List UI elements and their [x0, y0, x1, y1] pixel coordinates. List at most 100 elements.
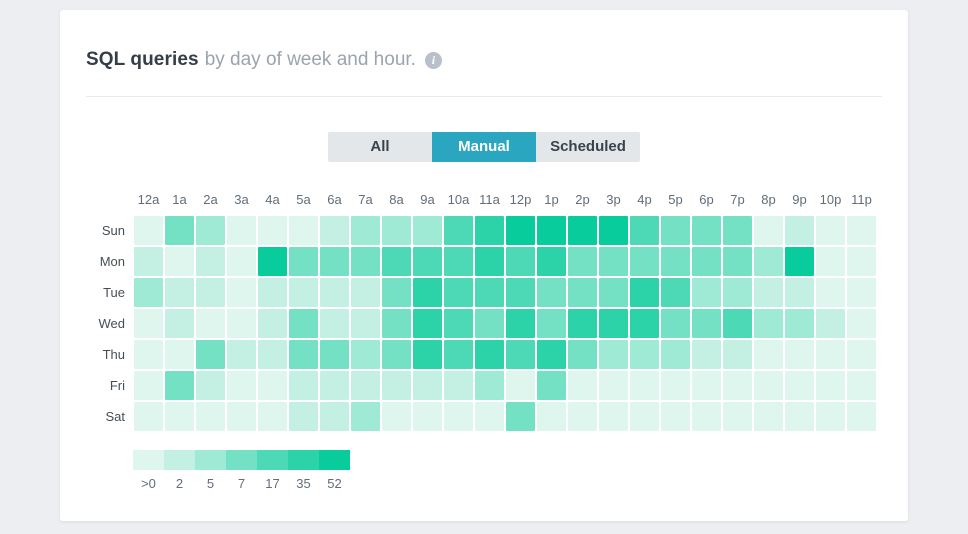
heatmap-cell[interactable]: [258, 309, 287, 338]
heatmap-cell[interactable]: [723, 371, 752, 400]
heatmap-cell[interactable]: [599, 309, 628, 338]
heatmap-cell[interactable]: [723, 247, 752, 276]
heatmap-cell[interactable]: [537, 278, 566, 307]
heatmap-cell[interactable]: [506, 216, 535, 245]
heatmap-cell[interactable]: [661, 340, 690, 369]
heatmap-cell[interactable]: [785, 309, 814, 338]
heatmap-cell[interactable]: [413, 247, 442, 276]
heatmap-cell[interactable]: [537, 340, 566, 369]
heatmap-cell[interactable]: [165, 402, 194, 431]
heatmap-cell[interactable]: [444, 278, 473, 307]
heatmap-cell[interactable]: [537, 402, 566, 431]
heatmap-cell[interactable]: [661, 247, 690, 276]
heatmap-cell[interactable]: [568, 340, 597, 369]
heatmap-cell[interactable]: [444, 371, 473, 400]
heatmap-cell[interactable]: [134, 247, 163, 276]
heatmap-cell[interactable]: [165, 371, 194, 400]
heatmap-cell[interactable]: [537, 216, 566, 245]
heatmap-cell[interactable]: [754, 278, 783, 307]
heatmap-cell[interactable]: [630, 216, 659, 245]
heatmap-cell[interactable]: [165, 278, 194, 307]
heatmap-cell[interactable]: [289, 216, 318, 245]
tab-scheduled[interactable]: Scheduled: [550, 138, 626, 155]
heatmap-cell[interactable]: [382, 371, 411, 400]
heatmap-cell[interactable]: [816, 278, 845, 307]
heatmap-cell[interactable]: [816, 216, 845, 245]
info-icon[interactable]: i: [424, 51, 442, 69]
heatmap-cell[interactable]: [196, 309, 225, 338]
heatmap-cell[interactable]: [723, 402, 752, 431]
heatmap-cell[interactable]: [785, 340, 814, 369]
heatmap-cell[interactable]: [382, 247, 411, 276]
heatmap-cell[interactable]: [165, 216, 194, 245]
heatmap-cell[interactable]: [134, 278, 163, 307]
heatmap-cell[interactable]: [444, 216, 473, 245]
heatmap-cell[interactable]: [847, 278, 876, 307]
heatmap-cell[interactable]: [568, 247, 597, 276]
heatmap-cell[interactable]: [723, 216, 752, 245]
heatmap-cell[interactable]: [320, 402, 349, 431]
heatmap-cell[interactable]: [661, 402, 690, 431]
heatmap-cell[interactable]: [537, 309, 566, 338]
heatmap-cell[interactable]: [754, 309, 783, 338]
heatmap-cell[interactable]: [816, 371, 845, 400]
heatmap-cell[interactable]: [196, 278, 225, 307]
heatmap-cell[interactable]: [382, 309, 411, 338]
heatmap-cell[interactable]: [599, 278, 628, 307]
heatmap-cell[interactable]: [847, 340, 876, 369]
heatmap-cell[interactable]: [847, 247, 876, 276]
heatmap-cell[interactable]: [227, 309, 256, 338]
heatmap-cell[interactable]: [506, 278, 535, 307]
heatmap-cell[interactable]: [661, 278, 690, 307]
heatmap-cell[interactable]: [382, 216, 411, 245]
heatmap-cell[interactable]: [413, 309, 442, 338]
heatmap-cell[interactable]: [289, 340, 318, 369]
heatmap-cell[interactable]: [630, 340, 659, 369]
heatmap-cell[interactable]: [196, 340, 225, 369]
heatmap-cell[interactable]: [816, 309, 845, 338]
heatmap-cell[interactable]: [196, 402, 225, 431]
heatmap-cell[interactable]: [382, 278, 411, 307]
heatmap-cell[interactable]: [475, 278, 504, 307]
heatmap-cell[interactable]: [413, 371, 442, 400]
heatmap-cell[interactable]: [785, 216, 814, 245]
heatmap-cell[interactable]: [568, 309, 597, 338]
heatmap-cell[interactable]: [537, 371, 566, 400]
heatmap-cell[interactable]: [723, 278, 752, 307]
heatmap-cell[interactable]: [506, 402, 535, 431]
heatmap-cell[interactable]: [227, 216, 256, 245]
heatmap-cell[interactable]: [320, 371, 349, 400]
heatmap-cell[interactable]: [754, 247, 783, 276]
heatmap-cell[interactable]: [258, 247, 287, 276]
heatmap-cell[interactable]: [258, 216, 287, 245]
heatmap-cell[interactable]: [165, 309, 194, 338]
heatmap-cell[interactable]: [785, 247, 814, 276]
heatmap-cell[interactable]: [289, 371, 318, 400]
heatmap-cell[interactable]: [754, 216, 783, 245]
heatmap-cell[interactable]: [785, 371, 814, 400]
heatmap-cell[interactable]: [351, 340, 380, 369]
heatmap-cell[interactable]: [723, 340, 752, 369]
heatmap-cell[interactable]: [475, 216, 504, 245]
heatmap-cell[interactable]: [692, 402, 721, 431]
heatmap-cell[interactable]: [258, 340, 287, 369]
tab-all[interactable]: All: [370, 138, 390, 155]
heatmap-cell[interactable]: [785, 278, 814, 307]
heatmap-cell[interactable]: [816, 340, 845, 369]
heatmap-cell[interactable]: [754, 371, 783, 400]
heatmap-cell[interactable]: [258, 371, 287, 400]
heatmap-cell[interactable]: [444, 309, 473, 338]
heatmap-cell[interactable]: [692, 309, 721, 338]
heatmap-cell[interactable]: [351, 371, 380, 400]
tab-manual[interactable]: Manual: [432, 132, 536, 162]
heatmap-cell[interactable]: [506, 371, 535, 400]
heatmap-cell[interactable]: [351, 309, 380, 338]
heatmap-cell[interactable]: [258, 402, 287, 431]
heatmap-cell[interactable]: [289, 402, 318, 431]
heatmap-cell[interactable]: [289, 309, 318, 338]
heatmap-cell[interactable]: [134, 371, 163, 400]
heatmap-cell[interactable]: [351, 278, 380, 307]
heatmap-cell[interactable]: [661, 216, 690, 245]
heatmap-cell[interactable]: [599, 216, 628, 245]
heatmap-cell[interactable]: [475, 247, 504, 276]
